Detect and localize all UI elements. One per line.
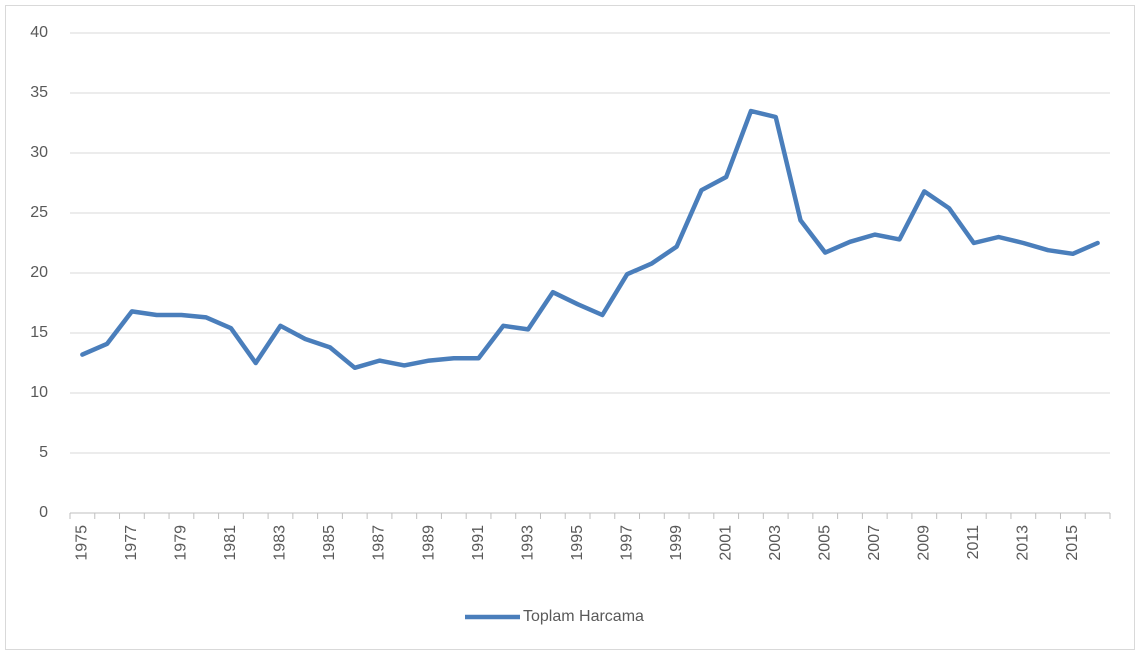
chart-border [5,5,1135,650]
x-tick-label: 2001 [717,525,734,561]
x-tick-label: 1989 [420,525,437,561]
x-tick-label: 1995 [569,525,586,561]
x-tick-label: 2009 [916,525,933,561]
x-tick-label: 1987 [371,525,388,561]
x-tick-label: 1975 [74,525,91,561]
x-tick-label: 1985 [321,525,338,561]
y-tick-label: 25 [30,204,48,221]
y-tick-label: 0 [39,504,48,521]
x-tick-label: 2015 [1064,525,1081,561]
x-tick-label: 2005 [816,525,833,561]
x-tick-label: 2003 [767,525,784,561]
x-tick-label: 1991 [470,525,487,561]
y-tick-label: 15 [30,324,48,341]
x-tick-label: 1981 [222,525,239,561]
x-tick-label: 1979 [173,525,190,561]
x-tick-label: 1999 [668,525,685,561]
x-tick-label: 2013 [1015,525,1032,561]
y-tick-label: 10 [30,384,48,401]
x-tick-label: 1993 [519,525,536,561]
y-tick-label: 35 [30,84,48,101]
y-tick-label: 20 [30,264,48,281]
x-tick-label: 2011 [965,525,982,560]
legend-label: Toplam Harcama [523,608,644,625]
y-tick-label: 30 [30,144,48,161]
line [80,108,1100,371]
y-tick-label: 40 [30,24,48,41]
x-tick-label: 1983 [272,525,289,561]
x-tick-label: 2007 [866,525,883,561]
x-tick-label: 1977 [123,525,140,561]
y-tick-label: 5 [39,444,48,461]
x-tick-label: 1997 [618,525,635,561]
